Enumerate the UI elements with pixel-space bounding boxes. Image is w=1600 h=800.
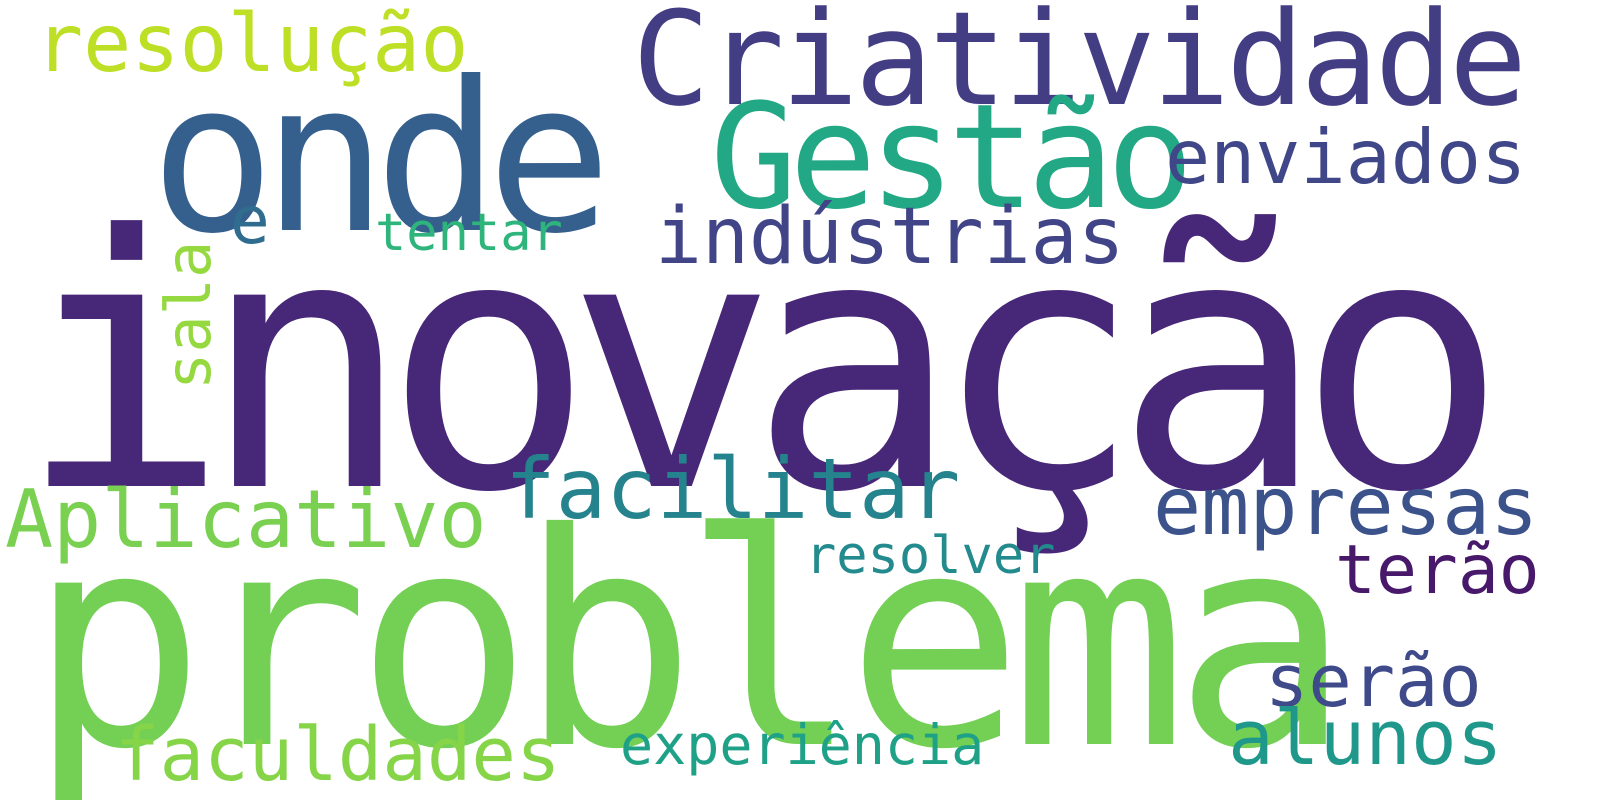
word-aplicativo: Aplicativo [5, 473, 487, 566]
word-serao: serão [1265, 639, 1482, 723]
word-experiencia: experiência [620, 713, 985, 777]
word-gestao: Gestão [710, 73, 1194, 242]
word-sala: sala [152, 240, 225, 390]
word-resolucao: resolução [35, 0, 469, 90]
word-criatividade: Criatividade [632, 0, 1527, 135]
word-faculdades: faculdades [115, 712, 561, 798]
word-industrias: indústrias [655, 192, 1125, 282]
word-terao: terão [1335, 531, 1540, 610]
word-alunos: alunos [1228, 693, 1503, 782]
word-empresas: empresas [1153, 460, 1539, 553]
word-e: e [230, 182, 270, 259]
word-tentar: tentar [375, 203, 563, 263]
word-onde: onde [150, 38, 612, 280]
word-problema: problema [28, 470, 1351, 800]
word-enviados: enviados [1165, 113, 1527, 201]
word-resolver: resolver [805, 526, 1056, 586]
word-facilitar: facilitar [505, 440, 961, 538]
word-inovacao: inovação [18, 161, 1508, 569]
